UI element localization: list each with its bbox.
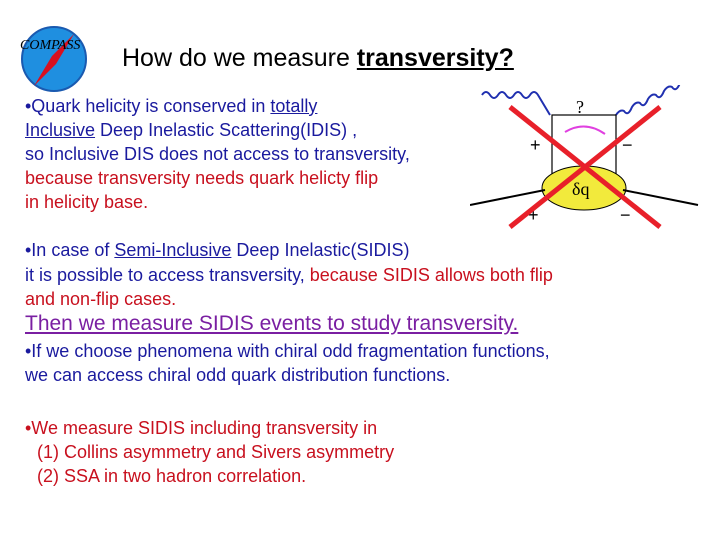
bullet2-line3: and non-flip cases. [25,289,177,309]
bullet1-line3: so Inclusive DIS does not access to tran… [25,144,410,164]
question-mark: ? [576,97,584,117]
highlight-statement: Then we measure SIDIS events to study tr… [25,312,519,335]
cross-mark [508,105,662,229]
bullet1-line2: Inclusive Deep Inelastic Scattering(IDIS… [25,118,357,142]
text: Semi-Inclusive [114,240,232,260]
slide-title: How do we measure transversity? [122,44,514,73]
logo-text: COMPASS [20,38,80,53]
plus-label: + [528,205,539,225]
handbag-diagram: ? + − δq + − [470,85,699,229]
bullet4-line3: (2) SSA in two hadron correlation. [37,466,307,486]
minus-label: − [620,205,631,225]
text: •Quark helicity is conserved in [25,96,271,116]
bullet3-line2: we can access chiral odd quark distribut… [25,365,451,385]
compass-logo: COMPASS [20,26,87,92]
text: it is possible to access transversity, [25,265,310,285]
text: totally [270,96,318,116]
flip-arrow [564,125,606,135]
title-text: How do we measure [122,44,357,72]
plus-label: + [530,135,541,155]
text: Deep Inelastic Scattering(IDIS) , [95,120,358,140]
bullet2-line1: •In case of Semi-Inclusive Deep Inelasti… [25,238,409,262]
delta-q-label: δq [572,179,589,199]
text: Inclusive [25,120,96,140]
bullet4-line2: (1) Collins asymmetry and Sivers asymmet… [37,442,395,462]
bullet1-line5: in helicity base. [25,192,149,212]
bullet2-line2: it is possible to access transversity, b… [25,263,553,287]
text: •In case of [25,240,115,260]
bullet1-line4: because transversity needs quark helicty… [25,168,379,188]
bullet1-line1: •Quark helicity is conserved in totally [25,94,317,118]
text: Deep Inelastic(SIDIS) [231,240,410,260]
photon-out [615,85,681,116]
bullet3-line1: •If we choose phenomena with chiral odd … [25,341,550,361]
photon-in [481,91,551,116]
bullet4-line1: •We measure SIDIS including transversity… [25,418,378,438]
minus-label: − [622,135,633,155]
text: because SIDIS allows both flip [309,265,553,285]
title-emphasis: transversity? [356,44,514,72]
